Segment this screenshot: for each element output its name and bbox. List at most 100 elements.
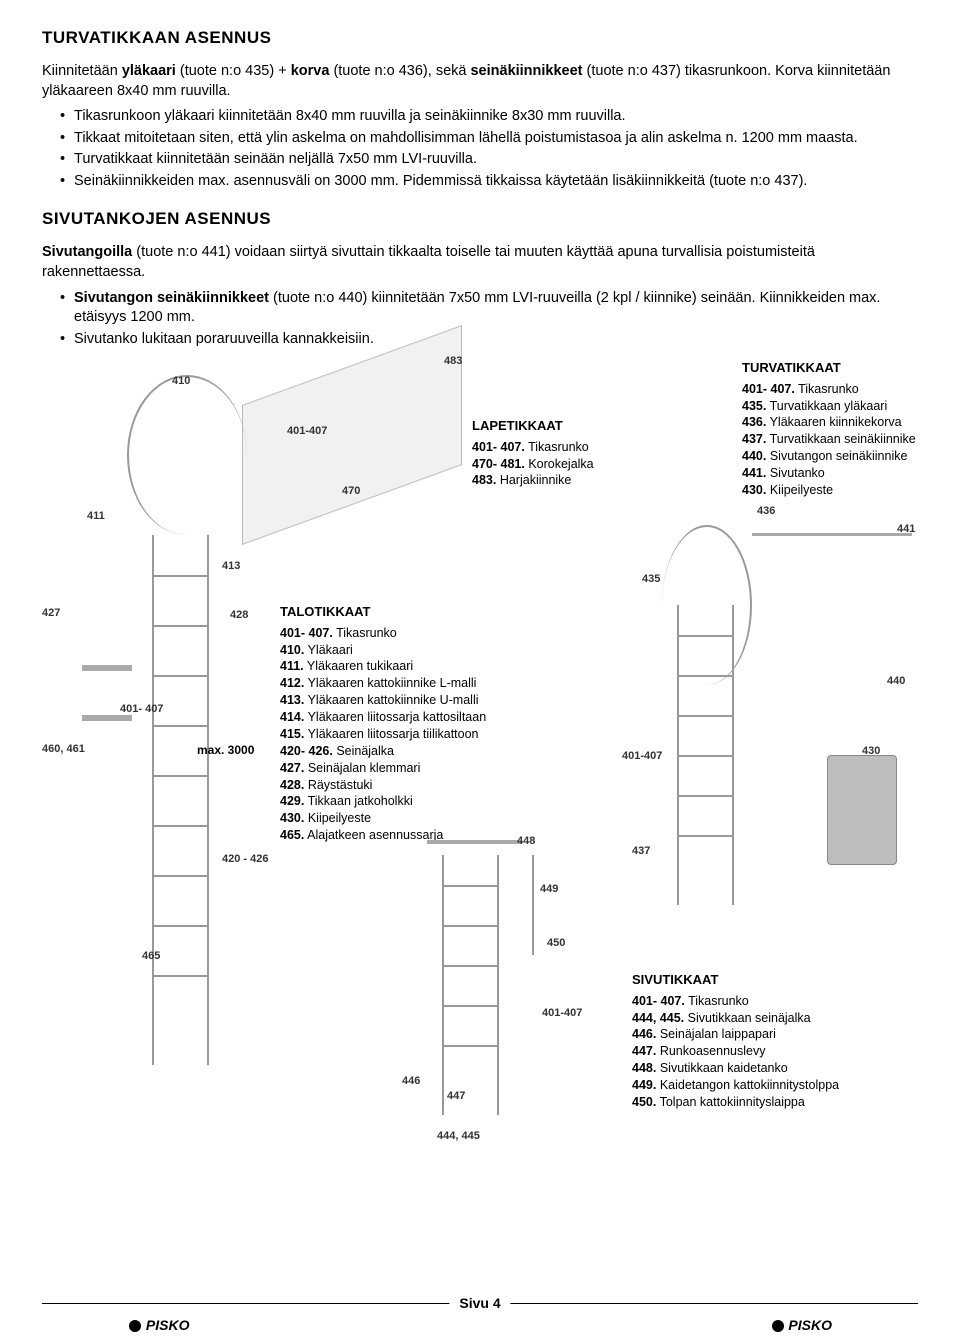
parts-row: 410. Yläkaari [280, 642, 486, 659]
callout-num: 465 [142, 950, 160, 962]
ladder-rung [442, 925, 497, 927]
callout-num: 447 [447, 1090, 465, 1102]
ladder-rung [442, 965, 497, 967]
parts-row: 412. Yläkaaren kattokiinnike L-malli [280, 675, 486, 692]
parts-row: 429. Tikkaan jatkoholkki [280, 793, 486, 810]
clamp-shape [82, 665, 132, 671]
parts-row: 427. Seinäjalan klemmari [280, 760, 486, 777]
parts-row: 450. Tolpan kattokiinnityslaippa [632, 1094, 839, 1111]
ladder-rung [152, 825, 207, 827]
list-item: Sivutanko lukitaan poraruuveilla kannakk… [60, 330, 918, 350]
bullet-list-1: Tikasrunkoon yläkaari kiinnitetään 8x40 … [42, 107, 918, 191]
parts-row: 435. Turvatikkaan yläkaari [742, 398, 916, 415]
callout-num: 483 [444, 355, 462, 367]
intro-paragraph: Kiinnitetään yläkaari (tuote n:o 435) + … [42, 62, 918, 101]
parts-sivutikkaat: SIVUTIKKAAT 401- 407. Tikasrunko 444, 44… [632, 971, 839, 1111]
parts-row: 414. Yläkaaren liitossarja kattosiltaan [280, 709, 486, 726]
ladder-rung [152, 675, 207, 677]
list-item: Tikasrunkoon yläkaari kiinnitetään 8x40 … [60, 107, 918, 127]
parts-title: TURVATIKKAAT [742, 359, 916, 377]
ladder-rung [152, 575, 207, 577]
callout-num: 440 [887, 675, 905, 687]
callout-num: 470 [342, 485, 360, 497]
parts-row: 415. Yläkaaren liitossarja tiilikattoon [280, 726, 486, 743]
parts-row: 447. Runkoasennuslevy [632, 1043, 839, 1060]
post-shape [532, 855, 534, 955]
parts-row: 430. Kiipeilyeste [742, 482, 916, 499]
ladder-rung [152, 725, 207, 727]
callout-num: 401-407 [542, 1007, 582, 1019]
logo-right: PISKO [763, 1317, 840, 1333]
parts-row: 420- 426. Seinäjalka [280, 743, 486, 760]
parts-row: 401- 407. Tikasrunko [280, 625, 486, 642]
parts-row: 446. Seinäjalan laippapari [632, 1026, 839, 1043]
callout-num: 450 [547, 937, 565, 949]
ladder-rung [442, 885, 497, 887]
parts-row: 411. Yläkaaren tukikaari [280, 658, 486, 675]
list-item: Seinäkiinnikkeiden max. asennusväli on 3… [60, 172, 918, 192]
callout-num: 401-407 [622, 750, 662, 762]
logo-icon [128, 1319, 142, 1333]
ladder-rung [677, 835, 732, 837]
parts-title: LAPETIKKAAT [472, 417, 594, 435]
ladder-rail [442, 855, 444, 1115]
rail-top [427, 840, 522, 844]
callout-num: 411 [87, 510, 105, 522]
callout-num: 444, 445 [437, 1130, 480, 1142]
arc-shape [662, 525, 752, 685]
callout-num: 446 [402, 1075, 420, 1087]
callout-num: 427 [42, 607, 60, 619]
parts-row: 483. Harjakiinnike [472, 472, 594, 489]
callout-num: 401- 407 [120, 703, 163, 715]
ladder-rung [677, 755, 732, 757]
list-item: Sivutangon seinäkiinnikkeet (tuote n:o 4… [60, 289, 918, 328]
heading-turvatikkaan: TURVATIKKAAN ASENNUS [42, 28, 918, 48]
parts-row: 401- 407. Tikasrunko [632, 993, 839, 1010]
arc-shape [127, 375, 247, 535]
parts-row: 428. Räystästuki [280, 777, 486, 794]
ladder-rung [677, 675, 732, 677]
logo-icon [771, 1319, 785, 1333]
page-number: Sivu 4 [449, 1295, 510, 1311]
page-footer: PISKO Sivu 4 PISKO [0, 1287, 960, 1339]
callout-num: 448 [517, 835, 535, 847]
parts-row: 436. Yläkaaren kiinnikekorva [742, 414, 916, 431]
parts-row: 440. Sivutangon seinäkiinnike [742, 448, 916, 465]
parts-talotikkaat: TALOTIKKAAT 401- 407. Tikasrunko 410. Yl… [280, 603, 486, 844]
ladder-rung [152, 775, 207, 777]
sivutanko-bar [752, 533, 912, 536]
ladder-rung [152, 625, 207, 627]
parts-row: 401- 407. Tikasrunko [472, 439, 594, 456]
callout-num: 437 [632, 845, 650, 857]
parts-title: SIVUTIKKAAT [632, 971, 839, 989]
ladder-rung [677, 715, 732, 717]
callout-num: 441 [897, 523, 915, 535]
kiipeilyeste-plate [827, 755, 897, 865]
parts-row: 444, 445. Sivutikkaan seinäjalka [632, 1010, 839, 1027]
callout-num: 401-407 [287, 425, 327, 437]
parts-row: 470- 481. Korokejalka [472, 456, 594, 473]
ladder-rung [442, 1045, 497, 1047]
list-item: Tikkaat mitoitetaan siten, että ylin ask… [60, 129, 918, 149]
callout-num: 420 - 426 [222, 853, 268, 865]
callout-num: 428 [230, 609, 248, 621]
ladder-rail [207, 535, 209, 1065]
callout-text: max. 3000 [197, 743, 254, 757]
ladder-rail [497, 855, 499, 1115]
ladder-rail [732, 605, 734, 905]
para-sivutangoilla: Sivutangoilla (tuote n:o 441) voidaan si… [42, 243, 918, 282]
parts-title: TALOTIKKAAT [280, 603, 486, 621]
callout-num: 430 [862, 745, 880, 757]
diagram-area: 483 410 401-407 470 411 413 427 428 401-… [42, 355, 918, 1145]
callout-num: 460, 461 [42, 743, 85, 755]
parts-lapetikkaat: LAPETIKKAAT 401- 407. Tikasrunko 470- 48… [472, 417, 594, 489]
ladder-rung [152, 975, 207, 977]
ladder-rung [152, 875, 207, 877]
callout-num: 410 [172, 375, 190, 387]
callout-num: 436 [757, 505, 775, 517]
clamp-shape [82, 715, 132, 721]
heading-sivutankojen: SIVUTANKOJEN ASENNUS [42, 209, 918, 229]
bullet-list-2: Sivutangon seinäkiinnikkeet (tuote n:o 4… [42, 289, 918, 350]
parts-row: 430. Kiipeilyeste [280, 810, 486, 827]
ladder-rung [677, 635, 732, 637]
